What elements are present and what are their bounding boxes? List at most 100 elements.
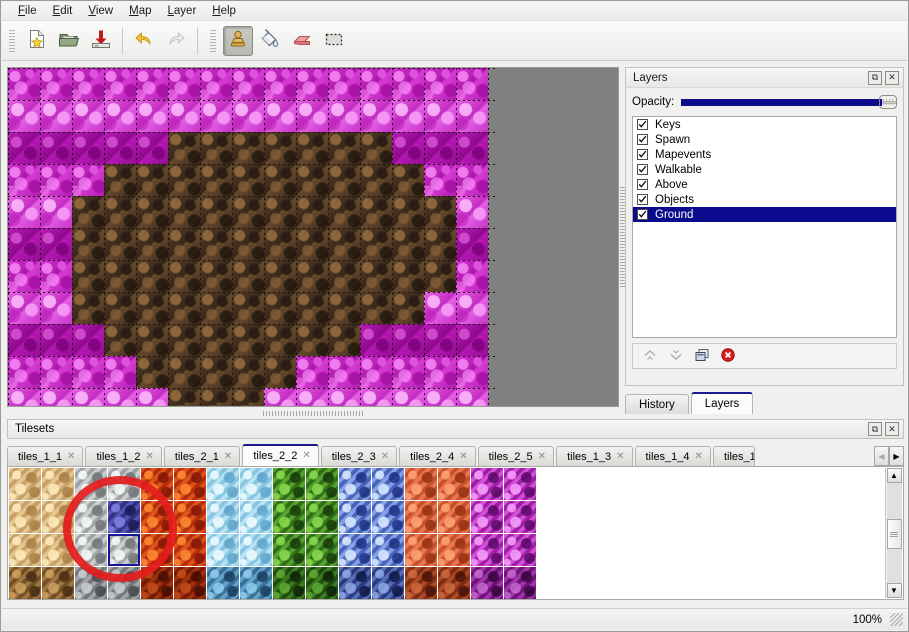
map-tile[interactable] (232, 260, 264, 292)
map-tile[interactable] (392, 388, 424, 406)
map-tile[interactable] (168, 388, 200, 406)
map-tile[interactable] (136, 164, 168, 196)
map-tile[interactable] (168, 132, 200, 164)
close-tileset-icon[interactable]: ✕ (302, 450, 311, 461)
map-tile[interactable] (72, 100, 104, 132)
map-tile[interactable] (72, 260, 104, 292)
tile-cell[interactable] (240, 501, 272, 533)
tile-cap[interactable] (438, 466, 470, 467)
tile-cell[interactable] (42, 468, 74, 500)
layer-visibility-checkbox[interactable] (637, 209, 648, 220)
tile-cell[interactable] (174, 567, 206, 599)
tile-cell[interactable] (438, 567, 470, 599)
tile-cell[interactable] (207, 534, 239, 566)
float-icon[interactable]: ⧉ (868, 422, 882, 436)
tile-cell[interactable] (405, 468, 437, 500)
map-tile[interactable] (392, 132, 424, 164)
tile-cell[interactable] (9, 501, 41, 533)
map-tile[interactable] (456, 356, 488, 388)
move-layer-up-button[interactable] (641, 348, 658, 365)
map-tile[interactable] (136, 100, 168, 132)
close-tileset-icon[interactable]: ✕ (694, 450, 703, 462)
map-tile[interactable] (200, 388, 232, 406)
opacity-slider[interactable] (681, 94, 897, 110)
tile-cell[interactable] (9, 534, 41, 566)
map-tile[interactable] (360, 324, 392, 356)
map-tile[interactable] (72, 324, 104, 356)
tile-cap[interactable] (9, 466, 41, 467)
map-tile[interactable] (8, 388, 40, 406)
map-tile[interactable] (72, 388, 104, 406)
tile-grid[interactable] (9, 466, 537, 599)
tile-cell[interactable] (372, 567, 404, 599)
tile-cap[interactable] (141, 466, 173, 467)
tile-cap[interactable] (471, 466, 503, 467)
map-tile[interactable] (264, 388, 296, 406)
map-tile[interactable] (232, 196, 264, 228)
map-tile[interactable] (328, 196, 360, 228)
tileset-vertical-scrollbar[interactable]: ▲ ▼ (885, 468, 902, 598)
map-tile[interactable] (264, 356, 296, 388)
map-tile[interactable] (264, 164, 296, 196)
tile-cell[interactable] (339, 501, 371, 533)
tile-cell[interactable] (504, 468, 536, 500)
tileset-tab-tiles_2_5[interactable]: tiles_2_5 ✕ (477, 446, 555, 466)
map-tile[interactable] (232, 164, 264, 196)
map-tile[interactable] (72, 68, 104, 100)
tile-cell[interactable] (75, 501, 107, 533)
map-tile[interactable] (104, 324, 136, 356)
map-tile[interactable] (296, 164, 328, 196)
tile-cap[interactable] (174, 466, 206, 467)
map-tile[interactable] (328, 324, 360, 356)
map-tile[interactable] (168, 68, 200, 100)
map-tile[interactable] (328, 228, 360, 260)
layer-visibility-checkbox[interactable] (637, 164, 648, 175)
map-tile[interactable] (456, 68, 488, 100)
layer-row-ground[interactable]: Ground (633, 207, 896, 222)
scroll-tabs-left-button[interactable]: ◀ (874, 446, 889, 466)
map-tile[interactable] (360, 132, 392, 164)
map-tile[interactable] (136, 68, 168, 100)
map-tile[interactable] (392, 292, 424, 324)
map-tile[interactable] (328, 164, 360, 196)
tile-cell[interactable] (108, 567, 140, 599)
layer-visibility-checkbox[interactable] (637, 149, 648, 160)
map-tile[interactable] (40, 196, 72, 228)
map-tile[interactable] (264, 132, 296, 164)
tile-cell[interactable] (141, 567, 173, 599)
map-tile[interactable] (392, 100, 424, 132)
tile-cell[interactable] (372, 468, 404, 500)
map-tile[interactable] (72, 228, 104, 260)
layer-row-objects[interactable]: Objects (633, 192, 896, 207)
map-tile[interactable] (72, 164, 104, 196)
map-tile[interactable] (136, 324, 168, 356)
map-tile[interactable] (296, 292, 328, 324)
map-tile[interactable] (360, 260, 392, 292)
map-tile[interactable] (296, 100, 328, 132)
map-tile[interactable] (264, 68, 296, 100)
map-tile[interactable] (360, 164, 392, 196)
map-tile[interactable] (424, 388, 456, 406)
map-tile[interactable] (200, 292, 232, 324)
move-layer-down-button[interactable] (667, 348, 684, 365)
menu-file[interactable]: File (18, 5, 37, 17)
map-tile[interactable] (8, 260, 40, 292)
close-tileset-icon[interactable]: ✕ (67, 450, 76, 462)
map-tile[interactable] (456, 228, 488, 260)
tile-cell[interactable] (306, 468, 338, 500)
tileset-tab-tiles_2_1[interactable]: tiles_2_1 ✕ (163, 446, 241, 466)
map-tile[interactable] (72, 132, 104, 164)
toolbar-drag-handle[interactable] (8, 27, 17, 54)
map-tile[interactable] (168, 196, 200, 228)
tileset-tab-tiles_1_4[interactable]: tiles_1_4 ✕ (634, 446, 711, 466)
map-tile[interactable] (168, 292, 200, 324)
map-tile[interactable] (40, 260, 72, 292)
map-tile[interactable] (232, 100, 264, 132)
float-icon[interactable]: ⧉ (868, 70, 882, 85)
map-tile[interactable] (360, 388, 392, 406)
map-tile[interactable] (424, 164, 456, 196)
tile-cell[interactable] (471, 468, 503, 500)
tile-cap[interactable] (75, 466, 107, 467)
scroll-tabs-right-button[interactable]: ▶ (889, 446, 904, 466)
map-tile[interactable] (328, 292, 360, 324)
